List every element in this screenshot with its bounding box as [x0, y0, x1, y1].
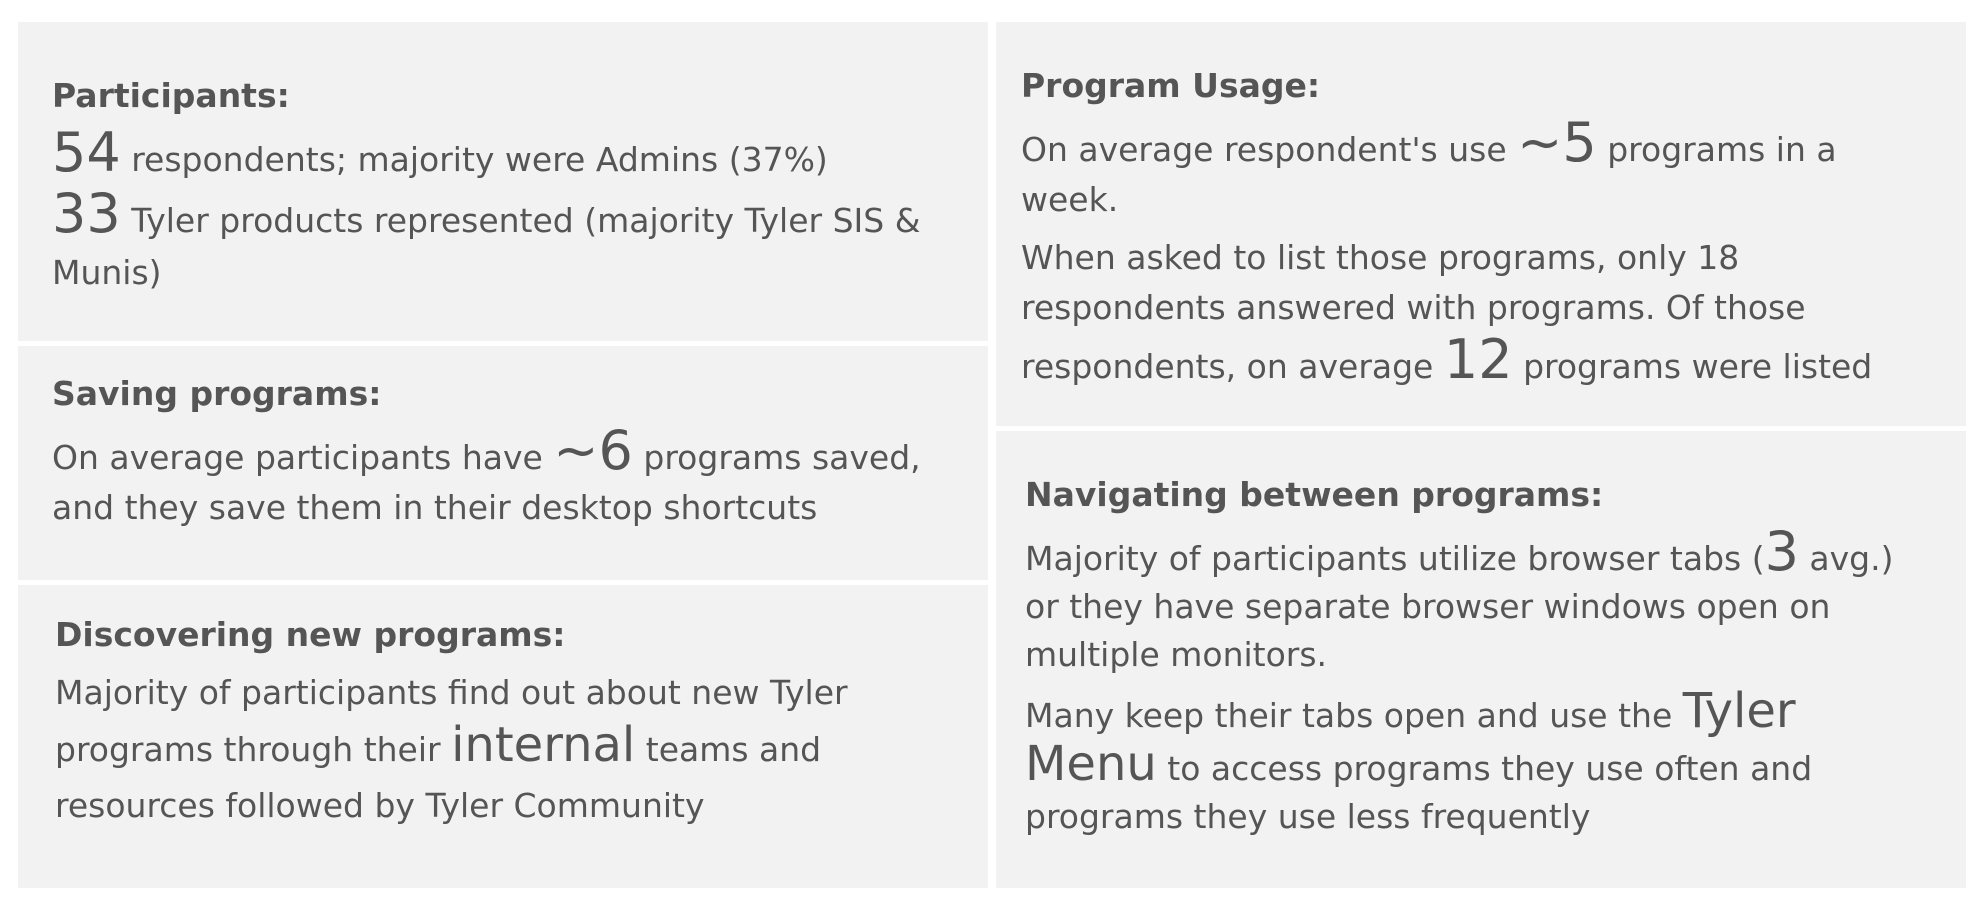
saving-text-after: programs saved, and they save them in th… [52, 437, 921, 527]
discovering-text-after: teams and resources followed by Tyler Co… [55, 729, 822, 825]
respondents-count: 54 [52, 120, 121, 184]
usage-line2: When asked to list those programs, only … [1021, 233, 1936, 392]
saving-text-before: On average participants have [52, 437, 554, 477]
navigating-menu-name: Tyler Menu [1025, 682, 1796, 792]
navigating-tabs-avg: 3 [1764, 519, 1799, 583]
navigating-panel: Navigating between programs: Majority of… [996, 431, 1966, 888]
navigating-line2: Many keep their tabs open and use the Ty… [1025, 687, 1936, 841]
navigating-line1: Majority of participants utilize browser… [1025, 524, 1936, 679]
products-line: 33 Tyler products represented (majority … [52, 186, 956, 299]
navigating-line2-after: to access programs they use often and pr… [1025, 748, 1813, 836]
saving-title: Saving programs: [52, 374, 382, 413]
respondents-line: 54 respondents; majority were Admins (37… [52, 125, 956, 185]
discovering-title: Discovering new programs: [55, 615, 566, 654]
usage-title: Program Usage: [1021, 66, 1321, 105]
navigating-line1-after: avg.) or they have separate browser wind… [1025, 538, 1894, 674]
usage-line1-after: programs in a week. [1021, 129, 1837, 219]
discovering-panel: Discovering new programs: Majority of pa… [18, 585, 988, 888]
respondents-text: respondents; majority were Admins (37%) [120, 139, 828, 179]
products-count: 33 [52, 181, 121, 245]
discovering-text-before: Majority of participants find out about … [55, 672, 848, 769]
usage-line2-before: When asked to list those programs, only … [1021, 237, 1806, 386]
usage-line1-before: On average respondent's use [1021, 129, 1518, 169]
usage-line2-after: programs were listed [1512, 346, 1873, 386]
usage-line1: On average respondent's use ~5 programs … [1021, 115, 1936, 225]
usage-panel: Program Usage: On average respondent's u… [996, 22, 1966, 426]
usage-weekly-avg: ~5 [1517, 110, 1597, 174]
saving-avg: ~6 [553, 418, 633, 482]
navigating-line1-before: Majority of participants utilize browser… [1025, 538, 1765, 578]
participants-title: Participants: [52, 76, 290, 115]
saving-panel: Saving programs: On average participants… [18, 346, 988, 580]
saving-text: On average participants have ~6 programs… [52, 423, 956, 533]
discovering-text: Majority of participants find out about … [55, 665, 956, 834]
navigating-title: Navigating between programs: [1025, 475, 1604, 514]
usage-listed-avg: 12 [1443, 327, 1513, 391]
discovering-emphasis: internal [451, 716, 636, 773]
navigating-line2-before: Many keep their tabs open and use the [1025, 695, 1683, 735]
participants-panel: Participants: 54 respondents; majority w… [18, 22, 988, 341]
products-text: Tyler products represented (majority Tyl… [52, 200, 921, 292]
